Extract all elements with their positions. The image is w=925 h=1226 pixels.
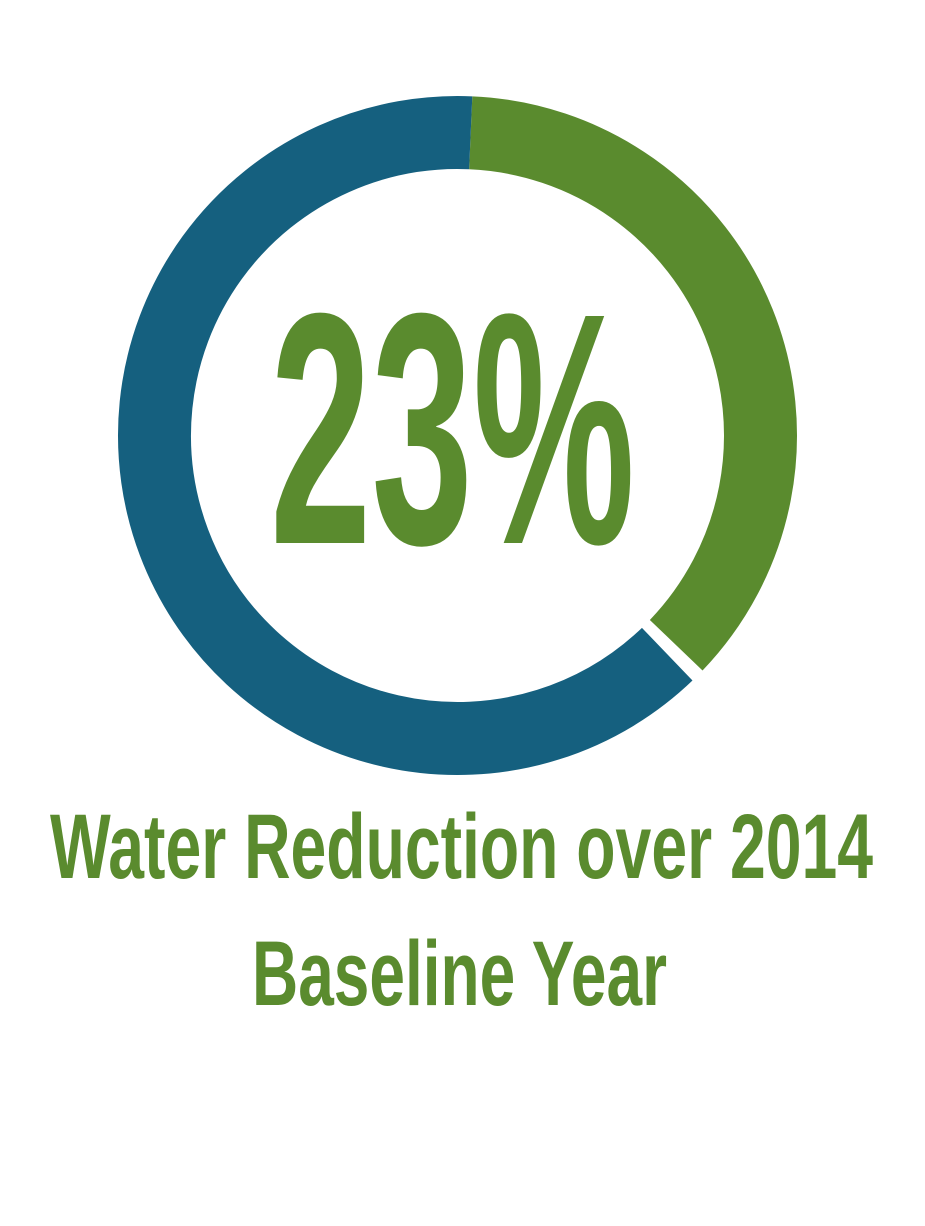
donut-chart	[118, 96, 797, 775]
caption-line-2: Baseline Year	[252, 923, 667, 1025]
donut-segment-reduction	[468, 96, 797, 671]
caption-line-1: Water Reduction over 2014	[50, 796, 873, 898]
donut-segment-remainder	[118, 96, 693, 775]
donut-center-value: 23%	[270, 244, 635, 613]
